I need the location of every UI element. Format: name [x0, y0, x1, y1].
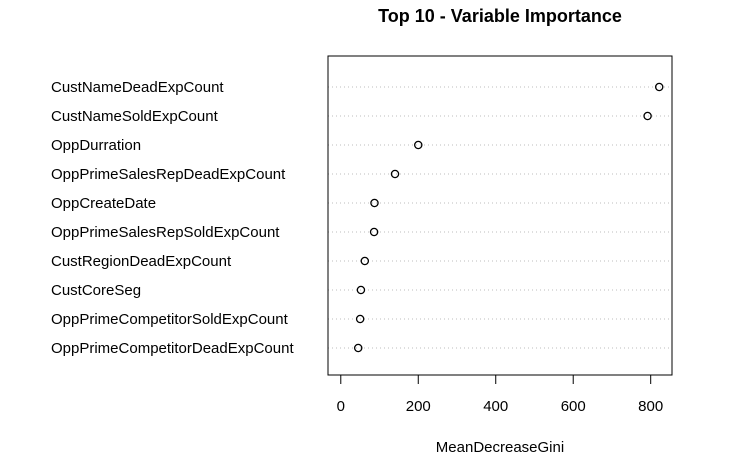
data-points	[353, 82, 664, 353]
category-label: OppPrimeSalesRepDeadExpCount	[51, 166, 286, 183]
category-label: OppPrimeSalesRepSoldExpCount	[51, 224, 280, 241]
category-label: CustNameDeadExpCount	[51, 79, 224, 96]
x-axis-title: MeanDecreaseGini	[436, 439, 564, 456]
category-label: CustNameSoldExpCount	[51, 108, 219, 125]
data-point	[390, 169, 400, 179]
gridlines	[328, 86, 672, 349]
data-point	[654, 82, 664, 92]
data-point	[356, 285, 366, 295]
x-tick-label: 600	[561, 398, 586, 415]
x-tick-label: 0	[337, 398, 345, 415]
category-label: CustCoreSeg	[51, 282, 141, 299]
data-point	[643, 111, 652, 121]
x-tick-label: 800	[638, 398, 663, 415]
data-point	[414, 140, 423, 150]
category-label: CustRegionDeadExpCount	[51, 253, 232, 270]
category-label: OppCreateDate	[51, 195, 156, 212]
data-point	[369, 227, 379, 237]
data-point	[370, 198, 379, 208]
x-axis: 0 200 400 600 800	[337, 374, 663, 415]
category-label: OppPrimeCompetitorDeadExpCount	[51, 340, 294, 357]
category-label: OppPrimeCompetitorSoldExpCount	[51, 311, 289, 328]
data-point	[355, 314, 365, 324]
category-labels: CustNameDeadExpCount CustNameSoldExpCount…	[51, 79, 294, 357]
category-label: OppDurration	[51, 137, 141, 154]
x-tick-label: 400	[483, 398, 508, 415]
data-point	[353, 343, 363, 353]
x-tick-label: 200	[406, 398, 431, 415]
chart-title: Top 10 - Variable Importance	[378, 6, 622, 26]
plot-frame	[327, 55, 673, 376]
data-point	[360, 256, 370, 266]
